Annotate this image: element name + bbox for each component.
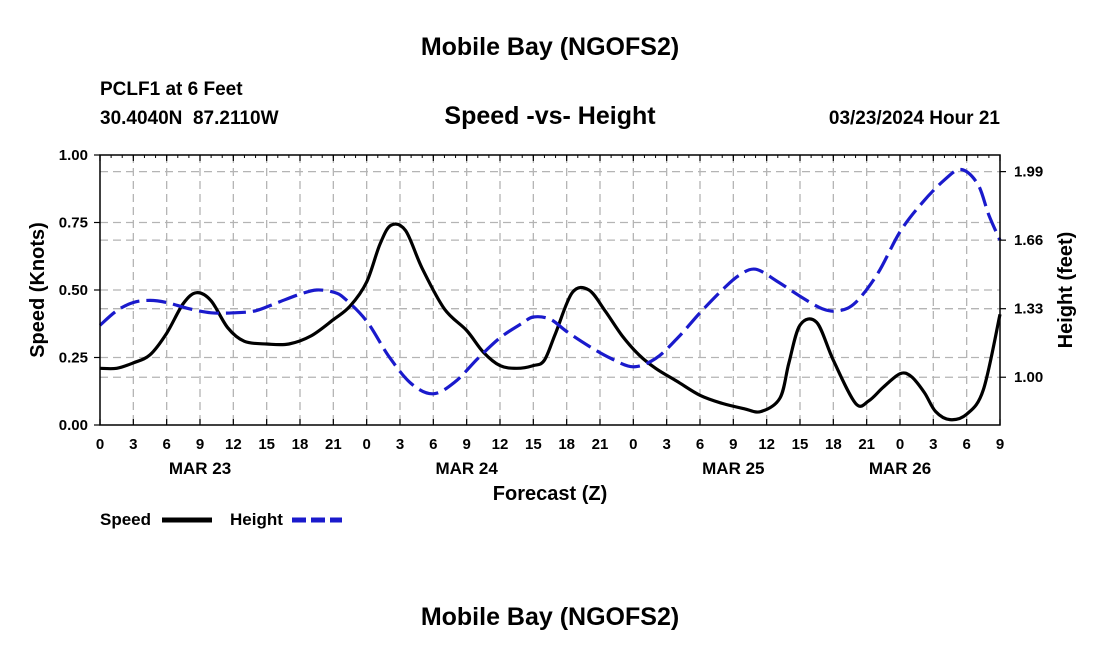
chart-main-title: Mobile Bay (NGOFS2) [421,33,679,61]
x-tick-label: 0 [896,436,904,453]
x-tick-label: 15 [258,436,275,453]
series-lines [98,167,1002,422]
plot-area: 0 3 6 9 12 15 18 21 0 3 6 9 12 15 18 21 0 3 6 9 12 15 18 21 0 3 6 9… [59,147,1043,478]
x-tick-label: 21 [858,436,875,453]
x-axis-label: Forecast (Z) [493,483,607,505]
axis-ticks: 0 3 6 9 12 15 18 21 0 3 6 9 12 15 18 21 0 3 6 9 12 15 18 21 0 3 6 9… [59,147,1043,478]
grid-lines [100,155,1000,425]
x-tick-label: 6 [696,436,704,453]
y2-tick-label: 1.33 [1014,301,1043,318]
x-tick-label: 9 [996,436,1004,453]
x-tick-label: 0 [362,436,370,453]
x-tick-label: 0 [629,436,637,453]
legend: Speed Height [100,510,342,529]
chart-subtitle: Speed -vs- Height [444,102,656,130]
y2-tick-label: 1.66 [1014,232,1043,249]
x-tick-label: 18 [558,436,575,453]
x-tick-label: 9 [462,436,470,453]
x-tick-label: 3 [396,436,404,453]
y-tick-label: 0.00 [59,417,88,434]
legend-speed-label: Speed [100,510,151,529]
y-tick-label: 0.50 [59,282,88,299]
height-series-line [98,167,1002,396]
coordinates-label: 30.4040N 87.2110W [100,108,279,129]
x-date-label: MAR 25 [702,459,764,478]
y-axis-label: Speed (Knots) [27,222,49,358]
y2-tick-label: 1.00 [1014,369,1043,386]
x-tick-label: 21 [325,436,342,453]
station-label: PCLF1 at 6 Feet [100,79,243,100]
speed-series-line [99,222,1002,422]
x-tick-label: 6 [962,436,970,453]
x-tick-label: 3 [662,436,670,453]
y-tick-label: 0.75 [59,215,88,232]
x-date-label: MAR 24 [435,459,498,478]
x-tick-label: 0 [96,436,104,453]
x-tick-label: 18 [825,436,842,453]
x-date-label: MAR 23 [169,459,231,478]
legend-height-label: Height [230,510,283,529]
x-tick-label: 6 [162,436,170,453]
x-tick-label: 15 [525,436,542,453]
x-tick-label: 12 [225,436,242,453]
x-tick-label: 3 [129,436,137,453]
x-tick-label: 6 [429,436,437,453]
y2-axis-label: Height (feet) [1055,232,1077,349]
x-tick-label: 15 [792,436,809,453]
y2-tick-label: 1.99 [1014,164,1043,181]
x-tick-label: 9 [196,436,204,453]
x-tick-label: 9 [729,436,737,453]
x-tick-label: 3 [929,436,937,453]
x-tick-label: 12 [758,436,775,453]
x-tick-label: 18 [292,436,309,453]
x-tick-label: 12 [492,436,509,453]
y-tick-label: 0.25 [59,350,88,367]
y-tick-label: 1.00 [59,147,88,164]
footer-title: Mobile Bay (NGOFS2) [421,603,679,631]
timestamp-label: 03/23/2024 Hour 21 [829,108,1001,129]
x-date-label: MAR 26 [869,459,931,478]
x-tick-label: 21 [592,436,609,453]
